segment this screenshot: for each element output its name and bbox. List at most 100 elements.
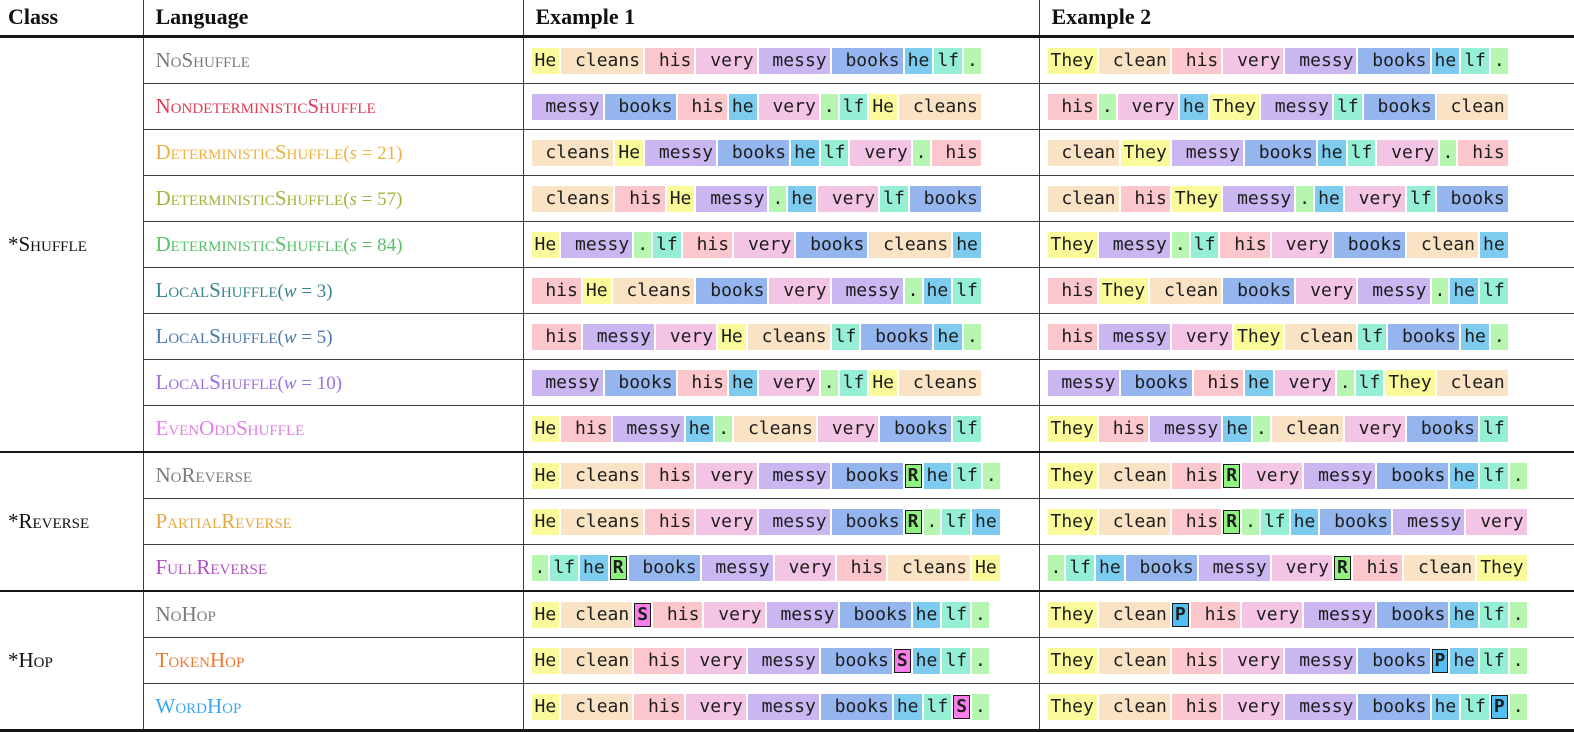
- language-name-text: NondeterministicShuffle: [155, 94, 376, 118]
- token: he: [1431, 693, 1460, 720]
- special-token-P: P: [1431, 648, 1449, 673]
- token: .: [982, 462, 1000, 489]
- table-row: *Reverse NoReverse He cleans his very mess…: [0, 451, 1574, 591]
- language-name-text: WordHop: [155, 694, 242, 718]
- token: books: [1358, 47, 1430, 74]
- token: messy: [831, 277, 903, 304]
- language-name: NoShuffle: [142, 36, 523, 84]
- token: very: [1117, 93, 1178, 120]
- token: .: [964, 323, 981, 350]
- token: messy: [1223, 185, 1295, 212]
- token: very: [817, 415, 879, 442]
- language-name: DeterministicShuffle(s = 84): [142, 221, 523, 268]
- token: messy: [612, 415, 684, 442]
- language-name: FullReverse: [142, 544, 523, 591]
- token: his: [645, 508, 695, 535]
- token: clean: [1098, 47, 1170, 74]
- token: his: [561, 415, 611, 442]
- token: cleans: [561, 508, 644, 535]
- token: lf: [942, 647, 971, 674]
- token: .: [1509, 462, 1527, 489]
- token: clean: [1436, 93, 1508, 120]
- token: messy: [531, 369, 603, 396]
- token: messy: [758, 47, 830, 74]
- token: .: [964, 47, 981, 74]
- token: books: [839, 601, 911, 628]
- token: They: [1047, 47, 1097, 74]
- token: They: [1047, 508, 1097, 535]
- token: books: [1358, 647, 1430, 674]
- token: very: [758, 93, 819, 120]
- token: his: [531, 323, 581, 350]
- token: lf: [839, 93, 868, 120]
- language-parameter: (s = 21): [343, 143, 403, 164]
- token: lf: [1480, 601, 1508, 628]
- token: messy: [758, 462, 830, 489]
- token: .: [1171, 231, 1189, 258]
- token: They: [1098, 277, 1149, 304]
- token: cleans: [869, 231, 952, 258]
- language-name-text: PartialReverse: [155, 509, 292, 533]
- token: very: [1344, 415, 1405, 442]
- token: he: [1450, 277, 1479, 304]
- token: lf: [1355, 369, 1384, 396]
- table-row: LocalShuffle(w = 3) his He cleans books v…: [0, 267, 1574, 314]
- table-row: EvenOddShuffle He his messy he. cleans ver…: [0, 405, 1574, 452]
- token: very: [1296, 277, 1357, 304]
- token: .: [820, 93, 838, 120]
- token: books: [1125, 554, 1197, 581]
- token: lf: [880, 185, 908, 212]
- token: very: [704, 601, 765, 628]
- table-row: *Hop NoHop He clean S his very messy books h…: [0, 590, 1574, 731]
- token: very: [1377, 139, 1438, 166]
- token: .: [531, 554, 549, 581]
- special-token-R: R: [1333, 555, 1351, 580]
- language-name-text: NoReverse: [155, 463, 253, 487]
- token: They: [1234, 323, 1284, 350]
- token: his: [1047, 323, 1097, 350]
- token: his: [1047, 93, 1097, 120]
- token: very: [1223, 647, 1284, 674]
- token: his: [836, 554, 887, 581]
- language-name: EvenOddShuffle: [142, 405, 523, 452]
- token: very: [696, 508, 757, 535]
- token: messy: [701, 554, 773, 581]
- token: books: [604, 369, 676, 396]
- token: lf: [831, 323, 860, 350]
- class-label: *Hop: [0, 590, 143, 731]
- token: .: [904, 277, 922, 304]
- example1-cell: He clean his very messy books he lf S.: [522, 683, 1039, 731]
- token: cleans: [561, 47, 644, 74]
- token: clean: [1047, 139, 1119, 166]
- language-parameter: (s = 84): [343, 235, 403, 256]
- token: He: [615, 139, 644, 166]
- token: clean: [1098, 462, 1170, 489]
- token: .: [1296, 185, 1314, 212]
- token: books: [604, 93, 676, 120]
- token: books: [718, 139, 790, 166]
- token: very: [850, 139, 911, 166]
- example2-cell: clean They messy books he lf very. his: [1038, 129, 1574, 176]
- token: he: [728, 93, 757, 120]
- language-name: TokenHop: [142, 637, 523, 684]
- token: he: [1096, 554, 1124, 581]
- token: messy: [1393, 508, 1465, 535]
- special-token-S: S: [893, 648, 911, 673]
- token: he: [923, 277, 952, 304]
- token: very: [734, 231, 795, 258]
- token: cleans: [531, 185, 614, 212]
- token: messy: [758, 508, 830, 535]
- token: cleans: [899, 369, 981, 396]
- token: He: [666, 185, 695, 212]
- token: They: [1477, 554, 1527, 581]
- table-row: *Shuffle NoShuffle He cleans his very mess…: [0, 36, 1574, 256]
- token: lf: [839, 369, 868, 396]
- language-name-text: DeterministicShuffle: [155, 140, 344, 164]
- token: books: [1320, 508, 1392, 535]
- token: clean: [1098, 601, 1170, 628]
- token: he: [1290, 508, 1319, 535]
- example1-cell: cleans his He messy. he very lf books: [522, 175, 1039, 222]
- token: clean: [1404, 554, 1476, 581]
- language-name-text: LocalShuffle: [155, 370, 278, 394]
